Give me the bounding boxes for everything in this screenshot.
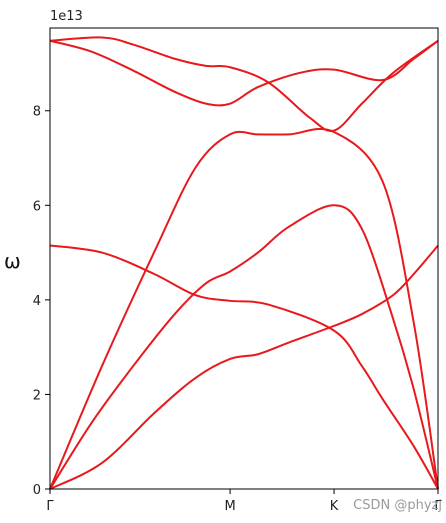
y-axis-multiplier: 1e13	[50, 9, 83, 24]
x-tick-label: Γ	[434, 499, 442, 514]
band-line-1	[49, 244, 439, 490]
y-tick-label: 8	[33, 105, 41, 120]
band-line-6	[49, 39, 439, 107]
x-tick-label: K	[330, 499, 339, 514]
y-tick-label: 2	[33, 388, 41, 403]
x-tick-label: M	[224, 499, 235, 514]
y-tick-label: 0	[33, 483, 41, 498]
series-lines	[49, 36, 439, 490]
plot-frame	[49, 27, 439, 490]
y-axis-label: ω	[4, 249, 21, 273]
band-line-2	[49, 204, 439, 490]
y-tick-label: 6	[33, 199, 41, 214]
band-line-3	[49, 244, 439, 490]
watermark: CSDN @phyzj	[353, 498, 442, 513]
band-line-4	[49, 128, 439, 490]
y-tick-label: 4	[33, 294, 41, 309]
y-axis-ticks: 0 2 4 6 8	[33, 105, 50, 498]
band-line-5	[49, 36, 439, 133]
x-tick-label: Γ	[46, 499, 54, 514]
